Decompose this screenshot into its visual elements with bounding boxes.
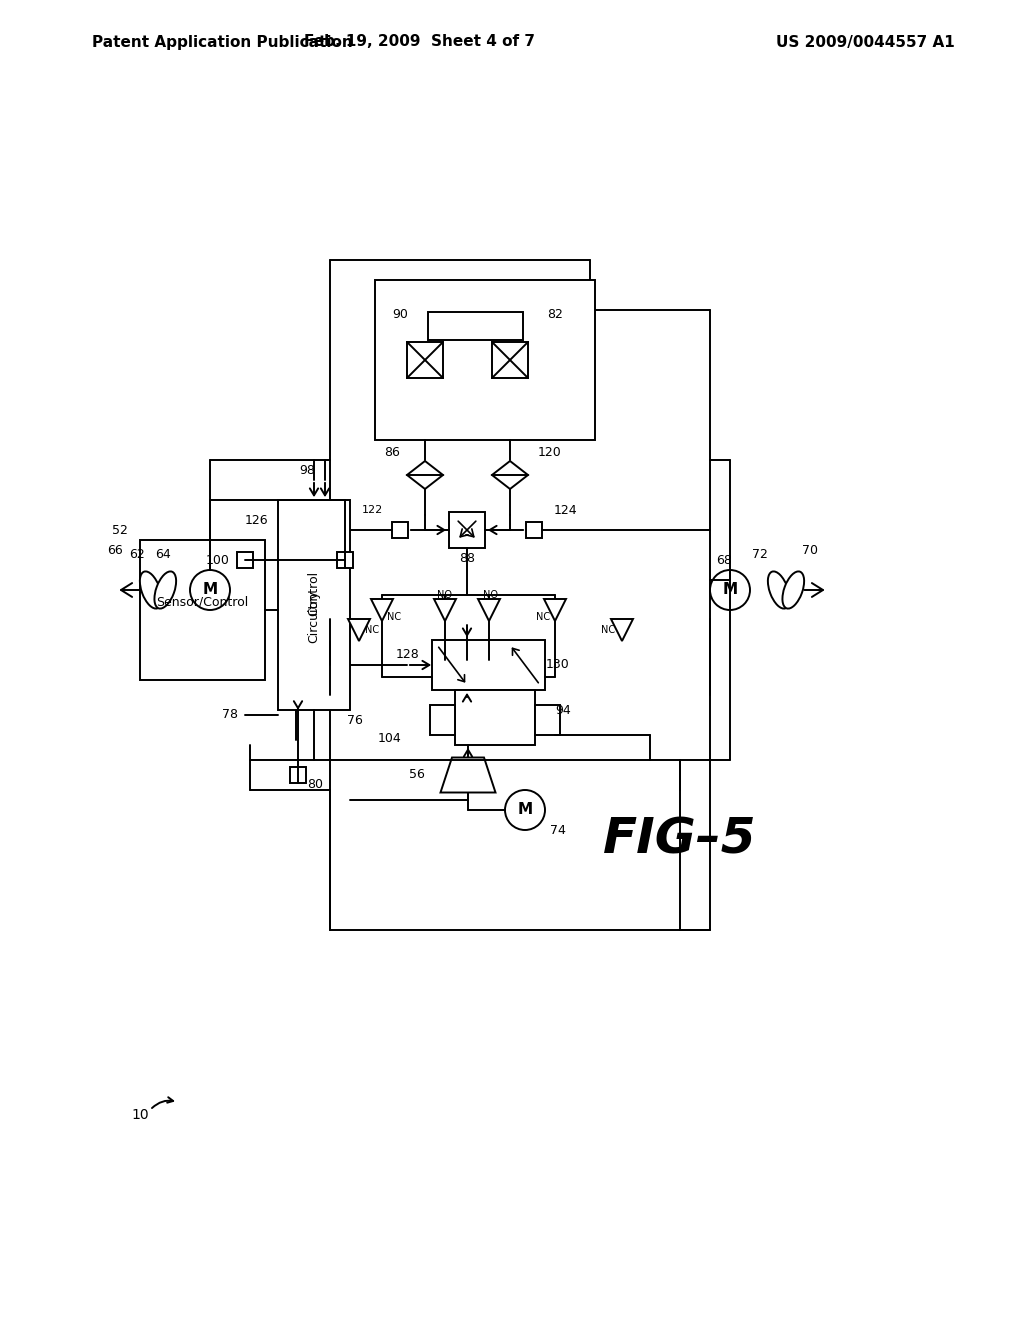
Text: 82: 82 (547, 309, 563, 322)
Polygon shape (371, 599, 393, 620)
Text: 56: 56 (409, 768, 425, 781)
Text: 100: 100 (206, 553, 230, 566)
Text: FIG–5: FIG–5 (603, 816, 757, 865)
Bar (337, 552, 353, 568)
Text: M: M (723, 582, 737, 598)
Text: 130: 130 (546, 659, 570, 672)
Text: Feb. 19, 2009  Sheet 4 of 7: Feb. 19, 2009 Sheet 4 of 7 (304, 34, 536, 49)
Polygon shape (434, 599, 456, 620)
Text: 80: 80 (307, 779, 323, 792)
Text: 78: 78 (222, 709, 238, 722)
Text: NC: NC (365, 624, 379, 635)
Polygon shape (407, 461, 443, 488)
Text: 124: 124 (553, 503, 577, 516)
Circle shape (710, 570, 750, 610)
Bar (535, 705, 560, 735)
Text: 104: 104 (378, 731, 401, 744)
Bar (237, 552, 253, 568)
Bar (290, 767, 306, 783)
Text: 76: 76 (347, 714, 362, 726)
Polygon shape (544, 599, 566, 620)
Bar (392, 521, 408, 539)
Bar (430, 705, 455, 735)
Text: NC: NC (387, 612, 401, 622)
Text: 94: 94 (555, 704, 570, 717)
Circle shape (505, 789, 545, 830)
Polygon shape (440, 758, 496, 792)
Text: US 2009/0044557 A1: US 2009/0044557 A1 (776, 34, 954, 49)
Ellipse shape (768, 572, 790, 609)
Polygon shape (492, 461, 528, 488)
Text: NC: NC (536, 612, 550, 622)
Text: 66: 66 (108, 544, 123, 557)
Bar (375, 280, 595, 440)
Text: 126: 126 (244, 513, 268, 527)
Text: 10: 10 (131, 1107, 148, 1122)
Text: 90: 90 (392, 309, 408, 322)
Polygon shape (478, 599, 500, 620)
Bar (492, 342, 528, 378)
Bar (455, 690, 535, 744)
Text: Sensor/Control: Sensor/Control (157, 595, 249, 609)
Bar (407, 342, 443, 378)
Text: NC: NC (601, 624, 615, 635)
Text: 86: 86 (384, 446, 400, 458)
Polygon shape (611, 619, 633, 642)
Bar (526, 521, 542, 539)
Ellipse shape (155, 572, 176, 609)
Bar (432, 640, 545, 690)
Bar (449, 512, 485, 548)
Polygon shape (348, 619, 370, 642)
Text: 68: 68 (716, 553, 732, 566)
Bar (140, 540, 265, 680)
Bar (428, 312, 523, 341)
Text: 122: 122 (361, 506, 383, 515)
Text: 52: 52 (112, 524, 128, 536)
Text: M: M (203, 582, 217, 598)
Ellipse shape (782, 572, 804, 609)
Circle shape (190, 570, 230, 610)
Text: 72: 72 (752, 549, 768, 561)
Text: 74: 74 (550, 824, 566, 837)
Text: Circuitry: Circuitry (307, 590, 321, 643)
Text: NO: NO (436, 590, 452, 601)
Text: Control: Control (307, 570, 321, 615)
Text: 64: 64 (155, 549, 171, 561)
Text: 98: 98 (299, 463, 315, 477)
Text: Patent Application Publication: Patent Application Publication (92, 34, 352, 49)
Text: 88: 88 (459, 552, 475, 565)
Text: 128: 128 (396, 648, 420, 661)
Text: NO: NO (482, 590, 498, 601)
Text: 62: 62 (129, 549, 144, 561)
Text: 120: 120 (539, 446, 562, 458)
Bar (278, 500, 350, 710)
Text: M: M (517, 803, 532, 817)
Text: 70: 70 (802, 544, 818, 557)
Ellipse shape (140, 572, 162, 609)
